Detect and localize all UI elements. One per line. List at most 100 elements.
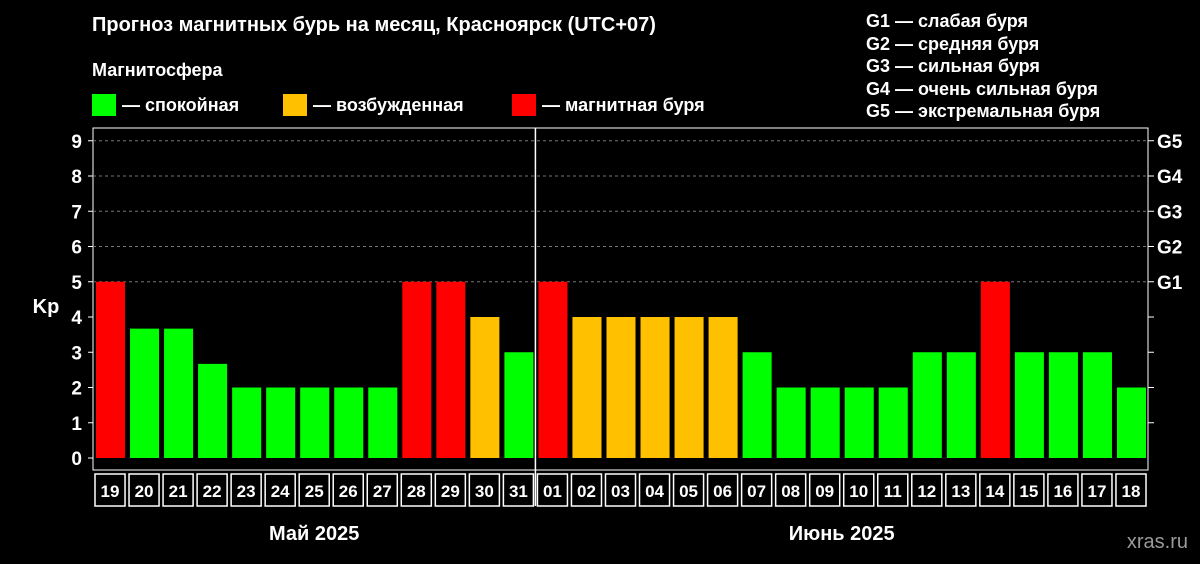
bar-16 bbox=[1048, 352, 1078, 458]
category-box bbox=[638, 473, 671, 507]
legend-item-quiet: — спокойная bbox=[92, 94, 240, 117]
category-label-08: 08 bbox=[781, 482, 800, 501]
bar-26 bbox=[334, 387, 364, 458]
bar-08 bbox=[776, 387, 806, 458]
category-label-24: 24 bbox=[271, 482, 290, 501]
category-label-26: 26 bbox=[339, 482, 358, 501]
g-scale-label: G3 bbox=[1157, 202, 1182, 223]
bar-11 bbox=[878, 387, 908, 458]
g1-legend-line: G1 — слабая буря bbox=[866, 11, 1029, 31]
category-box bbox=[672, 473, 705, 507]
watermark: xras.ru bbox=[1126, 531, 1188, 553]
category-box bbox=[298, 473, 330, 507]
legend-swatch-quiet bbox=[92, 94, 116, 117]
category-box bbox=[740, 473, 773, 507]
bar-18 bbox=[1116, 387, 1146, 458]
y-tick-label: 4 bbox=[71, 308, 82, 329]
bar-07 bbox=[742, 352, 772, 458]
storm-scale-legend: G1 — слабая буря G2 — средняя буря G3 — … bbox=[866, 10, 1100, 123]
category-box bbox=[196, 473, 228, 507]
legend-swatch-active bbox=[283, 94, 307, 117]
category-box bbox=[366, 473, 399, 507]
category-label-07: 07 bbox=[747, 482, 766, 501]
category-label-18: 18 bbox=[1122, 482, 1141, 501]
legend-label-storm: — магнитная буря bbox=[542, 94, 705, 115]
g5-legend-line: G5 — экстремальная буря bbox=[866, 101, 1101, 121]
category-label-15: 15 bbox=[1019, 482, 1038, 501]
y-tick-label: 0 bbox=[71, 449, 82, 470]
category-box bbox=[979, 473, 1011, 507]
g3-legend-line: G3 — сильная буря bbox=[866, 56, 1040, 76]
bar-22 bbox=[198, 363, 228, 458]
g2-legend-line: G2 — средняя буря bbox=[866, 33, 1040, 54]
category-label-09: 09 bbox=[815, 482, 834, 501]
category-box bbox=[842, 473, 875, 507]
bar-21 bbox=[164, 328, 194, 458]
bar-19 bbox=[96, 281, 126, 458]
bar-10 bbox=[844, 387, 874, 458]
category-box bbox=[706, 473, 739, 507]
category-label-05: 05 bbox=[679, 482, 698, 501]
category-box bbox=[911, 473, 943, 507]
bar-23 bbox=[232, 387, 262, 458]
bar-31 bbox=[504, 352, 534, 458]
g-scale-label: G4 bbox=[1157, 167, 1183, 188]
legend-label-active: — возбужденная bbox=[313, 94, 464, 115]
category-box bbox=[1047, 473, 1079, 507]
legend-swatch-storm bbox=[512, 94, 536, 117]
category-label-16: 16 bbox=[1053, 482, 1072, 501]
g-scale-label: G2 bbox=[1157, 238, 1182, 259]
y-tick-label: 3 bbox=[71, 343, 82, 364]
legend-item-storm: — магнитная буря bbox=[512, 94, 705, 117]
g4-legend-line: G4 — очень сильная буря bbox=[866, 78, 1098, 99]
category-label-31: 31 bbox=[509, 482, 528, 501]
bar-13 bbox=[946, 352, 976, 458]
category-label-30: 30 bbox=[475, 482, 494, 501]
bar-14 bbox=[980, 281, 1010, 458]
category-label-02: 02 bbox=[577, 482, 596, 501]
y-tick-label: 2 bbox=[71, 379, 82, 400]
category-box bbox=[400, 473, 433, 507]
category-box bbox=[434, 473, 467, 507]
category-label-28: 28 bbox=[407, 482, 426, 501]
category-box bbox=[604, 473, 637, 507]
bar-02 bbox=[572, 317, 602, 458]
category-label-03: 03 bbox=[611, 482, 630, 501]
category-label-21: 21 bbox=[169, 482, 188, 501]
category-box bbox=[1013, 473, 1045, 507]
category-label-27: 27 bbox=[373, 482, 392, 501]
category-label-11: 11 bbox=[884, 482, 902, 501]
category-box bbox=[230, 473, 262, 507]
category-label-19: 19 bbox=[101, 482, 120, 501]
category-box bbox=[162, 473, 194, 507]
y-tick-label: 9 bbox=[71, 132, 82, 153]
category-box bbox=[1115, 473, 1147, 507]
category-box bbox=[774, 473, 807, 507]
category-box bbox=[945, 473, 977, 507]
category-box bbox=[332, 473, 365, 507]
category-label-23: 23 bbox=[237, 482, 256, 501]
bar-29 bbox=[436, 281, 466, 458]
legend-label-quiet: — спокойная bbox=[122, 94, 240, 115]
bar-01 bbox=[538, 281, 568, 458]
bar-28 bbox=[402, 281, 432, 458]
category-label-01: 01 bbox=[543, 482, 562, 501]
month-label: Май 2025 bbox=[269, 523, 359, 545]
bar-15 bbox=[1014, 352, 1044, 458]
legend-item-active: — возбужденная bbox=[283, 94, 464, 117]
category-box bbox=[468, 473, 501, 507]
category-label-29: 29 bbox=[441, 482, 460, 501]
legend-subtitle: Магнитосфера bbox=[92, 60, 223, 80]
category-label-14: 14 bbox=[985, 482, 1004, 501]
chart-title: Прогноз магнитных бурь на месяц, Красноя… bbox=[92, 14, 656, 36]
category-label-13: 13 bbox=[951, 482, 970, 501]
category-box bbox=[1081, 473, 1113, 507]
g-scale-label: G5 bbox=[1157, 132, 1183, 153]
y-tick-label: 1 bbox=[71, 414, 82, 435]
y-axis-label: Kp bbox=[33, 296, 60, 318]
g-scale-label: G1 bbox=[1157, 273, 1183, 294]
bar-06 bbox=[708, 317, 738, 458]
category-box bbox=[876, 473, 909, 507]
month-label: Июнь 2025 bbox=[789, 523, 895, 545]
